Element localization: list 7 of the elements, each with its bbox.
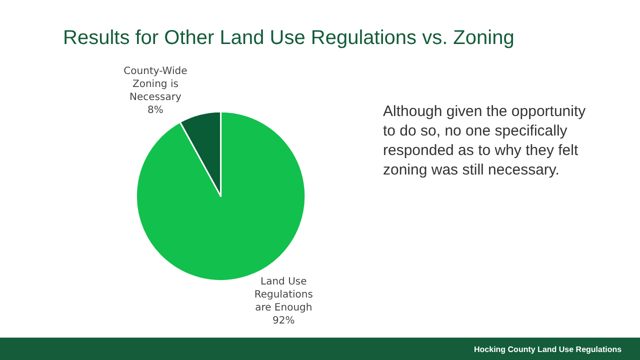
text: Hocking County Land Use Regulations bbox=[474, 345, 622, 354]
slice-label: County-Wide Zoning is Necessary bbox=[124, 66, 188, 103]
slice-label: Land Use Regulations are Enough bbox=[254, 276, 313, 314]
text: Although given the opportunity to do so, no one specifically responded as to why they felt zoning was still necessary. bbox=[383, 103, 586, 178]
chart-title: Results for Other Land Use Regulations vs. Zoning bbox=[63, 27, 514, 49]
data-label: 8% bbox=[148, 104, 164, 116]
data-label: 92% bbox=[272, 316, 295, 327]
